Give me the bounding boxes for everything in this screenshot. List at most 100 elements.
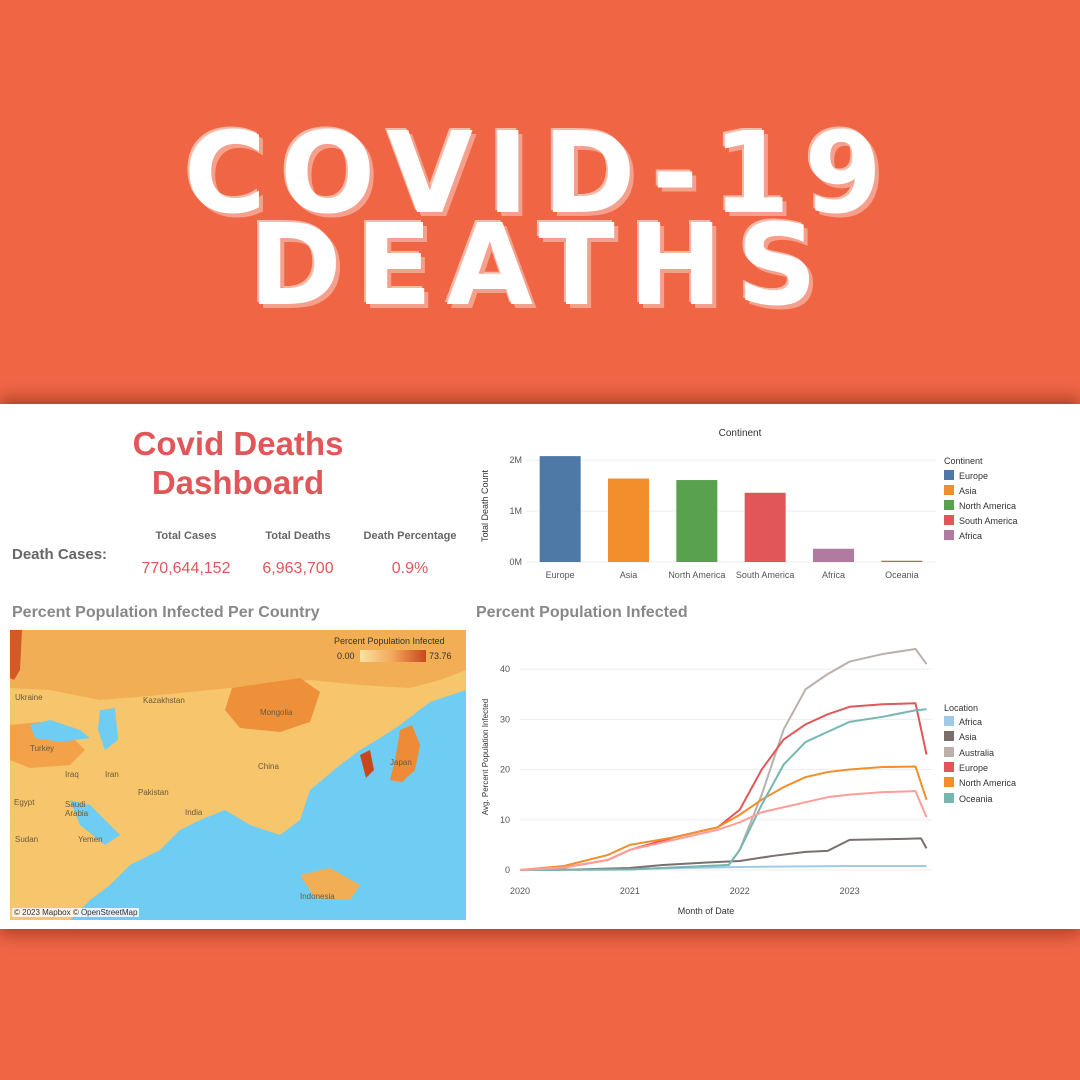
- line-y-tick: 0: [505, 865, 510, 875]
- map-label-indonesia: Indonesia: [300, 892, 335, 901]
- location-legend-title: Location: [944, 703, 979, 713]
- bar-north-america: [676, 480, 718, 562]
- bar-oceania: [881, 560, 923, 562]
- bar-south-america: [744, 492, 786, 562]
- continent-legend-item[interactable]: Europe: [944, 470, 988, 481]
- map-label-iraq: Iraq: [65, 770, 79, 779]
- hero-banner: COVID-19 DEATHS: [0, 0, 1080, 395]
- line-x-tick: 2020: [510, 886, 530, 896]
- kpi-total-deaths-value: 6,963,700: [262, 560, 334, 577]
- kpi-death-percentage-label: Death Percentage: [363, 530, 457, 542]
- location-legend-item[interactable]: Oceania: [944, 792, 993, 804]
- line-y-tick: 20: [500, 765, 510, 775]
- line-chart-title: Percent Population Infected: [476, 604, 688, 621]
- land-mass: [10, 630, 466, 920]
- continent-legend-item[interactable]: South America: [944, 515, 1018, 526]
- dashboard-title: Covid Deaths Dashboard: [132, 425, 344, 501]
- caspian-sea: [98, 708, 118, 750]
- map-label-china: China: [258, 762, 279, 771]
- death-cases-label: Death Cases:: [12, 546, 108, 563]
- legend-swatch: [944, 530, 954, 540]
- legend-swatch: [944, 485, 954, 495]
- continent-legend-item[interactable]: North America: [944, 500, 1016, 511]
- map-label-kazakhstan: Kazakhstan: [143, 696, 185, 705]
- line-x-tick: 2023: [840, 886, 860, 896]
- bar-y-tick: 0M: [509, 557, 522, 567]
- map-credit[interactable]: © 2023 Mapbox © OpenStreetMap: [12, 908, 140, 917]
- legend-label: Asia: [959, 732, 977, 743]
- bar-chart-title: Continent: [719, 428, 762, 439]
- red-sea: [70, 800, 120, 845]
- map-legend-max: 73.76: [429, 651, 452, 661]
- legend-swatch: [944, 777, 954, 788]
- map-label-india: India: [185, 808, 203, 817]
- location-legend-item[interactable]: Europe: [944, 761, 988, 773]
- legend-label: Africa: [959, 717, 983, 727]
- legend-label: North America: [959, 501, 1017, 511]
- line-series-oceania: [519, 708, 927, 871]
- legend-swatch: [944, 761, 954, 772]
- infection-map[interactable]: Ukraine Kazakhstan Mongolia Turkey Iran …: [10, 630, 466, 920]
- map-legend-title: Percent Population Infected: [334, 636, 445, 646]
- continent-bar-chart[interactable]: Continent Total Death Count 0M 1M 2M Europe As…: [476, 420, 946, 586]
- bar-y-axis-label: Total Death Count: [480, 469, 490, 542]
- line-y-axis-label: Avg. Percent Population Infected: [481, 699, 490, 815]
- kpi-total-cases-label: Total Cases: [155, 530, 217, 542]
- black-sea: [30, 720, 90, 742]
- line-x-axis-label: Month of Date: [678, 906, 735, 916]
- indonesia-region: [300, 868, 360, 900]
- line-y-tick: 30: [500, 714, 510, 724]
- hero-title-line1: COVID-19: [183, 109, 897, 239]
- bar-europe: [539, 456, 581, 562]
- line-x-tick: 2021: [620, 886, 640, 896]
- dashboard-panel: Covid Deaths Dashboard Death Cases: Tota…: [0, 404, 1080, 929]
- kpi-total-cases-value: 770,644,152: [141, 560, 231, 577]
- bar-x-tick: Europe: [546, 570, 575, 580]
- map-geography: [10, 630, 466, 920]
- western-edge-region: [10, 630, 22, 680]
- bar-asia: [608, 478, 649, 562]
- legend-swatch: [944, 515, 954, 525]
- location-legend-item[interactable]: Africa: [944, 716, 982, 727]
- line-series-australia: [519, 648, 928, 871]
- location-legend-item[interactable]: Australia: [944, 746, 995, 758]
- northern-region: [10, 630, 466, 700]
- continent-legend-item[interactable]: Africa: [944, 530, 982, 541]
- map-label-saudi-arabia: Saudi Arabia: [65, 800, 89, 818]
- legend-swatch: [944, 792, 954, 803]
- location-legend-item[interactable]: Asia: [944, 731, 977, 742]
- line-y-tick: 40: [500, 664, 510, 674]
- bar-x-tick: Asia: [620, 570, 638, 580]
- bar-y-tick: 2M: [509, 455, 522, 465]
- line-series-asia: [519, 837, 928, 871]
- map-label-egypt: Egypt: [14, 798, 35, 807]
- bar-x-tick: North America: [668, 570, 725, 580]
- map-legend-gradient: [360, 650, 426, 662]
- legend-swatch: [944, 470, 954, 480]
- hero-title-line2: DEATHS: [248, 201, 832, 331]
- map-legend-min: 0.00: [337, 651, 355, 661]
- line-series-south-america: [519, 790, 928, 871]
- map-label-sudan: Sudan: [15, 835, 39, 844]
- legend-label: Africa: [959, 531, 983, 541]
- kpi-total-deaths-label: Total Deaths: [265, 530, 331, 542]
- legend-label: South America: [959, 516, 1018, 526]
- legend-label: Europe: [959, 471, 989, 481]
- legend-swatch: [944, 716, 954, 726]
- map-label-mongolia: Mongolia: [260, 708, 293, 717]
- bar-africa: [813, 548, 854, 562]
- legend-swatch: [944, 500, 954, 510]
- mongolia-region: [225, 678, 320, 732]
- korea-region: [360, 750, 374, 778]
- continent-legend-item[interactable]: Asia: [944, 485, 977, 496]
- legend-label: Oceania: [959, 793, 993, 804]
- japan-region: [390, 725, 420, 782]
- kpi-death-percentage-value: 0.9%: [391, 560, 429, 577]
- map-title: Percent Population Infected Per Country: [12, 604, 320, 621]
- infected-line-chart[interactable]: 0 10 20 30 40 2020 2021 2022 2023 Month of Date Av…: [476, 630, 946, 922]
- location-legend-item[interactable]: North America: [944, 777, 1016, 788]
- bar-x-tick: Oceania: [885, 570, 919, 580]
- line-x-tick: 2022: [730, 886, 750, 896]
- legend-label: North America: [959, 778, 1017, 789]
- legend-label: Australia: [959, 747, 995, 758]
